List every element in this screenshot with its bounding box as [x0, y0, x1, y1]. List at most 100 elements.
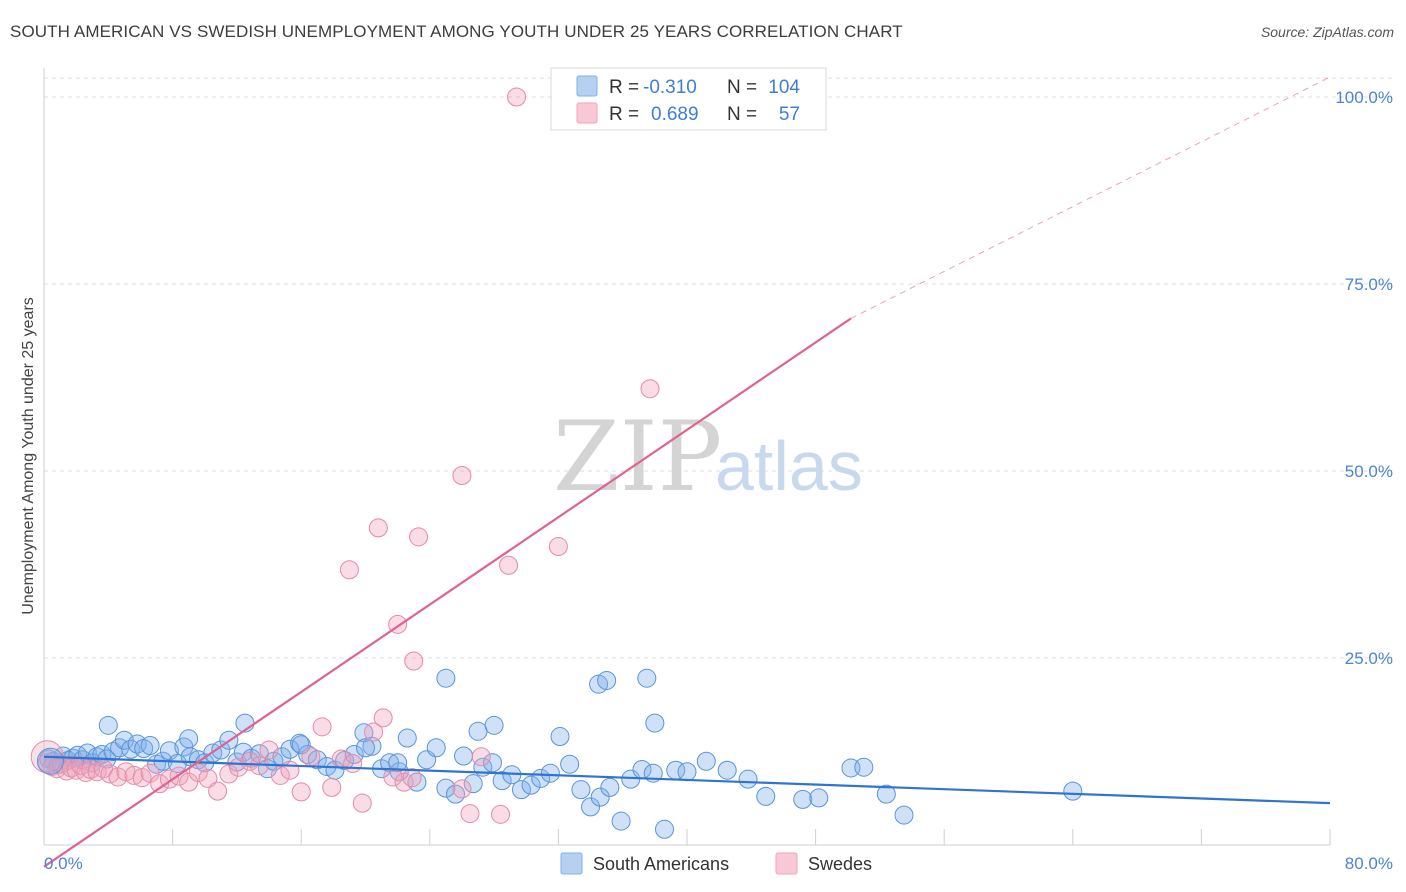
- data-point: [590, 787, 610, 807]
- y-tick-label: 100.0%: [1335, 88, 1393, 107]
- data-point: [211, 740, 231, 760]
- points-south-americans: [39, 668, 1083, 839]
- data-point: [301, 747, 321, 767]
- data-point: [738, 769, 758, 789]
- data-point: [640, 379, 660, 399]
- data-point: [854, 757, 874, 777]
- data-point: [339, 560, 359, 580]
- data-point: [571, 780, 591, 800]
- data-point: [696, 751, 716, 771]
- data-point: [491, 804, 511, 824]
- series-legend: South Americans Swedes: [560, 852, 872, 875]
- y-tick-label: 75.0%: [1345, 275, 1393, 294]
- chart-source: Source: ZipAtlas.com: [1260, 24, 1394, 40]
- gridlines: [44, 77, 1393, 659]
- data-point: [894, 805, 914, 825]
- trend-lines: [43, 76, 1331, 868]
- legend-swatch-swedes: [775, 852, 798, 875]
- data-point: [280, 739, 300, 759]
- legend-n-label: N =: [727, 77, 757, 98]
- data-point: [198, 768, 218, 788]
- data-point: [364, 722, 384, 742]
- data-point: [388, 753, 408, 773]
- y-tick-label: 25.0%: [1345, 649, 1393, 668]
- data-point: [482, 753, 502, 773]
- watermark: ZIP atlas: [553, 401, 863, 513]
- data-point: [452, 465, 472, 485]
- data-point: [409, 527, 429, 547]
- data-point: [809, 788, 829, 808]
- data-point: [373, 708, 393, 728]
- data-point: [270, 765, 290, 785]
- data-point: [600, 777, 620, 797]
- legend-r-label: R =: [609, 104, 639, 125]
- legend-r-value: -0.310: [643, 77, 697, 98]
- data-point: [402, 768, 422, 788]
- legend-r-value: 0.689: [651, 104, 699, 125]
- data-point: [597, 670, 617, 690]
- legend-n-label: N =: [727, 104, 757, 125]
- data-point: [383, 767, 403, 787]
- watermark-zip: ZIP: [553, 401, 722, 513]
- data-point-cluster: [36, 747, 64, 775]
- data-point: [436, 668, 456, 688]
- data-point: [499, 555, 519, 575]
- data-point: [452, 779, 472, 799]
- data-point: [521, 775, 541, 795]
- data-point: [426, 738, 446, 758]
- data-point: [280, 760, 300, 780]
- legend-swatch-swedes: [576, 102, 598, 124]
- y-tick-label: 50.0%: [1345, 462, 1393, 481]
- data-point: [560, 754, 580, 774]
- x-tick-label-min: 0.0%: [44, 854, 83, 873]
- data-point: [677, 762, 697, 782]
- stats-legend: R = -0.310 N = 104 R = 0.689 N = 57: [550, 67, 827, 131]
- data-point: [240, 751, 260, 771]
- data-point: [492, 771, 512, 791]
- data-point: [259, 740, 279, 760]
- data-point: [312, 717, 332, 737]
- data-point: [188, 762, 208, 782]
- watermark-atlas: atlas: [715, 427, 863, 505]
- data-point: [645, 713, 665, 733]
- data-point: [484, 715, 504, 735]
- chart-title: SOUTH AMERICAN VS SWEDISH UNEMPLOYMENT A…: [10, 22, 903, 41]
- data-point: [291, 782, 311, 802]
- trend-line-swedes-extension: [850, 76, 1331, 319]
- y-axis-label: Unemployment Among Youth under 25 years: [20, 297, 37, 615]
- trend-line-south-americans: [43, 755, 1331, 805]
- axes: [43, 68, 1331, 846]
- data-point: [446, 784, 466, 804]
- data-point: [397, 728, 417, 748]
- data-point: [1063, 781, 1083, 801]
- data-point: [352, 793, 372, 813]
- legend-r-label: R =: [609, 77, 639, 98]
- data-point: [507, 87, 527, 107]
- trend-line-swedes: [43, 317, 852, 868]
- legend-label-south-americans: South Americans: [593, 854, 729, 874]
- data-point: [717, 760, 737, 780]
- data-point: [548, 537, 568, 557]
- data-point: [468, 721, 488, 741]
- data-point: [322, 777, 342, 797]
- data-point: [793, 789, 813, 809]
- data-point: [150, 774, 170, 794]
- data-point: [179, 772, 199, 792]
- data-point: [654, 819, 674, 839]
- legend-swatch-south-americans: [576, 75, 598, 97]
- data-point: [61, 758, 81, 778]
- data-point: [343, 753, 363, 773]
- data-point: [404, 651, 424, 671]
- data-point: [356, 738, 375, 758]
- data-point: [460, 804, 480, 824]
- data-point: [756, 786, 776, 806]
- legend-label-swedes: Swedes: [808, 854, 872, 874]
- data-point: [140, 763, 160, 783]
- data-point: [637, 668, 657, 688]
- data-point: [550, 727, 570, 747]
- data-point: [298, 744, 318, 764]
- data-point: [876, 784, 896, 804]
- data-point: [581, 797, 601, 817]
- data-point: [511, 780, 531, 800]
